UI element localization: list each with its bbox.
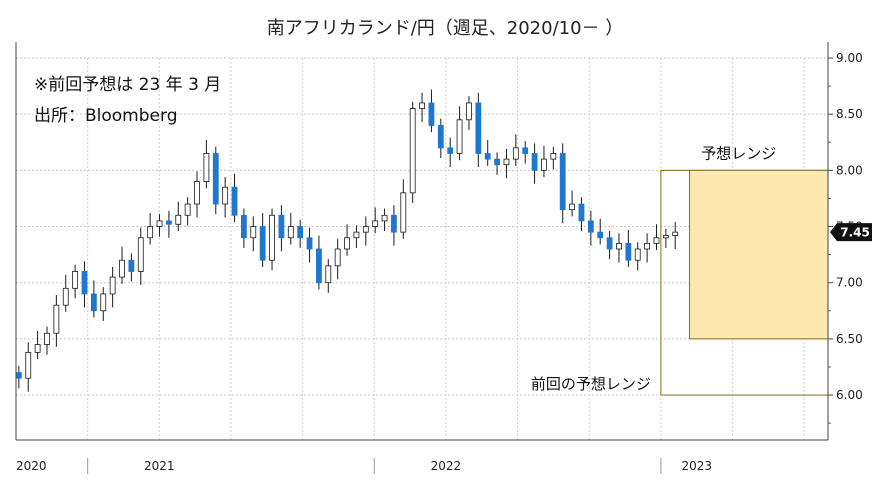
candle-up <box>353 231 360 239</box>
candle-down <box>128 259 135 272</box>
candle-down <box>90 293 97 312</box>
candle-down <box>391 214 397 233</box>
candle-up <box>222 186 229 205</box>
candle-up <box>662 235 669 239</box>
candle-down <box>494 158 500 166</box>
candle-up <box>616 242 622 250</box>
candle-down <box>212 153 219 205</box>
candle-up <box>62 287 69 306</box>
candle-down <box>484 153 491 160</box>
candle-down <box>475 102 482 154</box>
candle-up <box>503 158 510 166</box>
candle-up <box>137 237 144 272</box>
note-previous-forecast: ※前回予想は 23 年 3 月 <box>34 75 221 95</box>
previous-forecast-range-label: 前回の予想レンジ <box>531 375 651 393</box>
candle-up <box>653 237 660 244</box>
candles <box>15 89 679 392</box>
candle-up <box>644 242 651 250</box>
candle-up <box>362 226 369 233</box>
candle-up <box>44 332 50 345</box>
candle-down <box>278 214 285 239</box>
y-tick-label: 8.00 <box>836 163 863 177</box>
candle-down <box>587 220 594 233</box>
chart-title: 南アフリカランド/円（週足、2020/10－ ） <box>267 18 624 39</box>
candle-up <box>381 214 388 222</box>
candle-up <box>156 220 163 227</box>
candle-down <box>306 237 313 250</box>
candle-down <box>316 248 322 284</box>
candle-up <box>334 248 341 267</box>
candle-down <box>15 372 22 379</box>
y-tick-label: 9.00 <box>836 51 863 65</box>
y-tick-label: 7.00 <box>836 276 863 290</box>
candle-down <box>578 203 585 222</box>
candle-up <box>466 102 472 121</box>
candle-down <box>559 153 566 211</box>
candle-up <box>119 259 125 278</box>
candle-up <box>34 344 41 353</box>
forecast-range-box <box>689 169 829 340</box>
forecast-range-label: 予想レンジ <box>701 144 776 162</box>
candle-up <box>250 226 257 239</box>
candle-down <box>531 153 538 171</box>
candle-up <box>456 119 463 154</box>
candle-up <box>419 102 425 109</box>
candle-down <box>522 147 529 154</box>
candle-up <box>400 192 407 233</box>
candle-up <box>184 203 191 216</box>
x-tick-label: 2022 <box>431 459 462 473</box>
candle-up <box>147 226 154 239</box>
candle-down <box>165 220 172 225</box>
candle-up <box>269 214 275 261</box>
candle-up <box>409 108 416 194</box>
candle-up <box>194 181 200 205</box>
candle-down <box>428 102 435 126</box>
note-source: 出所：Bloomberg <box>34 106 177 126</box>
candle-up <box>325 265 332 284</box>
y-tick-label: 8.50 <box>836 107 863 121</box>
candle-up <box>25 351 32 379</box>
candle-up <box>550 153 557 160</box>
x-tick-label: 2021 <box>144 459 175 473</box>
candle-down <box>606 237 613 250</box>
candle-down <box>81 271 88 295</box>
candle-up <box>53 304 60 334</box>
current-value-label: 7.45 <box>840 226 870 240</box>
candle-up <box>203 153 210 182</box>
candle-up <box>634 248 641 261</box>
candle-up <box>541 158 547 171</box>
axes: 6.006.507.007.508.008.509.00202020212022… <box>15 42 872 474</box>
candle-down <box>241 214 247 239</box>
x-tick-label: 2020 <box>16 459 47 473</box>
candle-up <box>100 293 107 312</box>
candle-down <box>259 226 266 261</box>
candle-up <box>175 214 182 225</box>
y-tick-label: 6.00 <box>836 388 863 402</box>
candle-up <box>344 237 350 250</box>
candle-up <box>372 220 379 227</box>
candle-up <box>672 231 679 236</box>
candle-up <box>72 271 79 289</box>
y-tick-label: 6.50 <box>836 332 863 346</box>
x-tick-label: 2023 <box>681 459 712 473</box>
candle-down <box>625 242 632 261</box>
candle-down <box>231 186 238 216</box>
candle-down <box>447 147 454 154</box>
candle-up <box>109 276 116 295</box>
candle-up <box>512 147 519 160</box>
candle-down <box>297 226 304 239</box>
candle-up <box>287 226 294 239</box>
candle-up <box>569 203 575 211</box>
candle-down <box>597 231 604 239</box>
candle-down <box>437 125 444 149</box>
current-value-marker <box>830 223 872 242</box>
